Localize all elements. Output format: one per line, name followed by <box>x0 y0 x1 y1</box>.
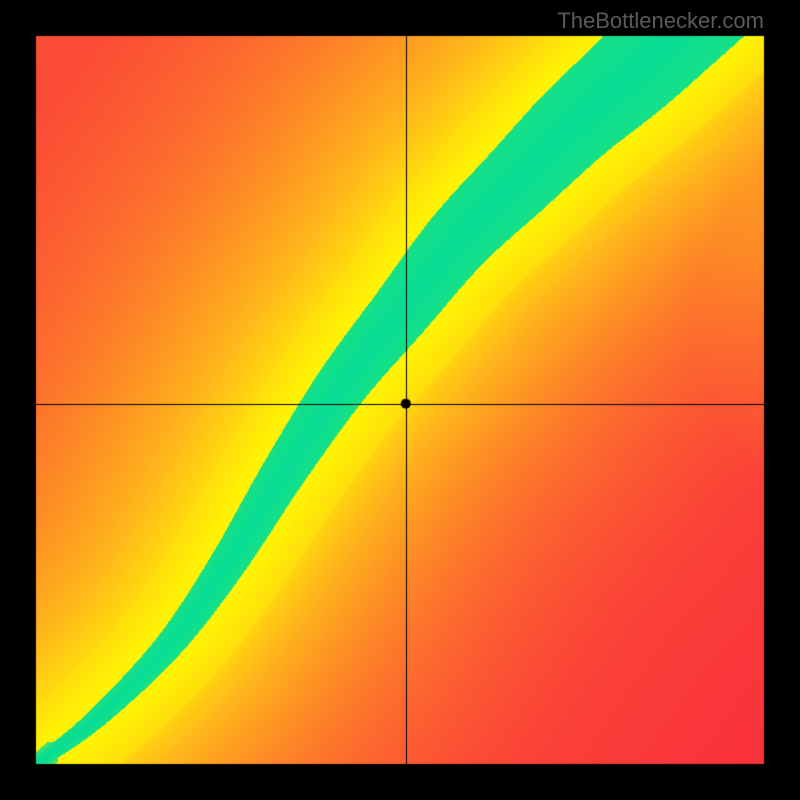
bottleneck-heatmap <box>0 0 800 800</box>
